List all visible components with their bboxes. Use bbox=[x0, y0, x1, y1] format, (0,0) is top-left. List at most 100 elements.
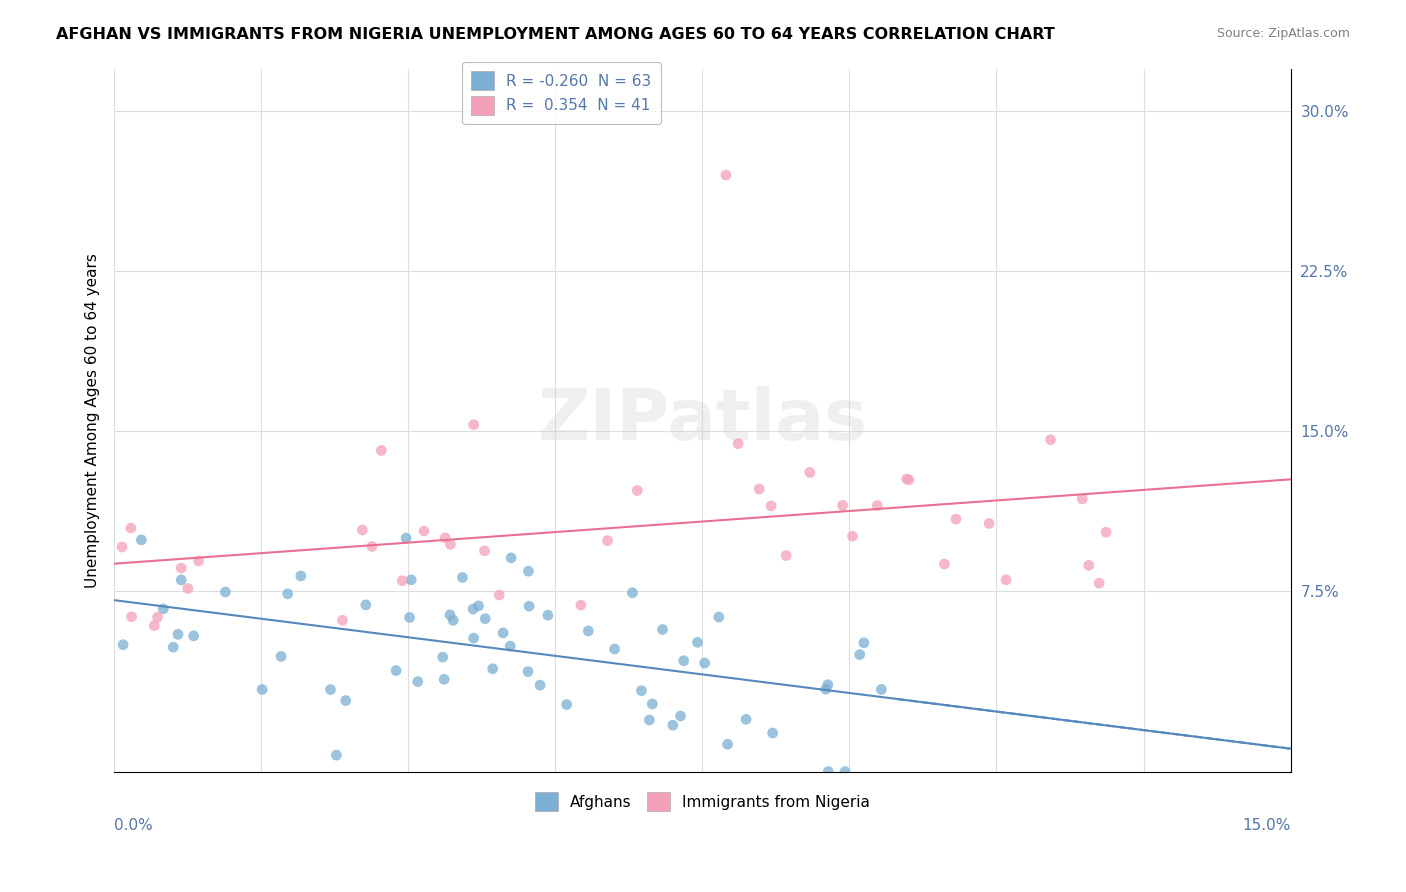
Point bbox=[413, 524, 436, 538]
Point bbox=[995, 573, 1018, 587]
Point bbox=[848, 648, 870, 662]
Point bbox=[603, 642, 626, 657]
Point bbox=[1039, 433, 1062, 447]
Point bbox=[361, 540, 384, 554]
Point bbox=[187, 554, 209, 568]
Point bbox=[488, 588, 510, 602]
Point bbox=[183, 629, 205, 643]
Point bbox=[461, 602, 484, 616]
Point bbox=[897, 473, 920, 487]
Point bbox=[529, 678, 551, 692]
Point bbox=[481, 662, 503, 676]
Point bbox=[146, 610, 169, 624]
Point bbox=[354, 598, 377, 612]
Point bbox=[945, 512, 967, 526]
Point bbox=[439, 607, 461, 622]
Point bbox=[517, 665, 540, 679]
Point bbox=[399, 573, 422, 587]
Point bbox=[167, 627, 190, 641]
Point bbox=[716, 737, 738, 751]
Point bbox=[870, 682, 893, 697]
Text: AFGHAN VS IMMIGRANTS FROM NIGERIA UNEMPLOYMENT AMONG AGES 60 TO 64 YEARS CORRELA: AFGHAN VS IMMIGRANTS FROM NIGERIA UNEMPL… bbox=[56, 27, 1054, 42]
Point bbox=[385, 664, 408, 678]
Point bbox=[250, 682, 273, 697]
Point bbox=[672, 654, 695, 668]
Point bbox=[630, 683, 652, 698]
Point bbox=[170, 573, 193, 587]
Text: Source: ZipAtlas.com: Source: ZipAtlas.com bbox=[1216, 27, 1350, 40]
Point bbox=[669, 709, 692, 723]
Point bbox=[626, 483, 648, 498]
Point bbox=[1077, 558, 1099, 573]
Point bbox=[121, 609, 143, 624]
Point bbox=[143, 618, 166, 632]
Point bbox=[162, 640, 184, 655]
Point bbox=[621, 586, 644, 600]
Point bbox=[112, 638, 135, 652]
Point bbox=[370, 443, 392, 458]
Point bbox=[866, 499, 889, 513]
Point bbox=[463, 417, 485, 432]
Point bbox=[817, 764, 839, 779]
Point bbox=[735, 712, 758, 726]
Y-axis label: Unemployment Among Ages 60 to 64 years: Unemployment Among Ages 60 to 64 years bbox=[86, 252, 100, 588]
Point bbox=[395, 531, 418, 545]
Point bbox=[1095, 525, 1118, 540]
Point bbox=[501, 550, 523, 565]
Point bbox=[332, 613, 354, 627]
Point bbox=[517, 564, 540, 578]
Point bbox=[759, 499, 782, 513]
Point bbox=[467, 599, 489, 613]
Point bbox=[555, 698, 578, 712]
Point bbox=[499, 639, 522, 653]
Point bbox=[727, 436, 749, 450]
Point bbox=[492, 626, 515, 640]
Point bbox=[517, 599, 540, 614]
Point bbox=[693, 656, 716, 670]
Point bbox=[799, 466, 821, 480]
Point bbox=[325, 747, 347, 762]
Point bbox=[441, 613, 464, 627]
Point bbox=[391, 574, 413, 588]
Point bbox=[831, 498, 853, 512]
Point bbox=[214, 585, 236, 599]
Point bbox=[569, 598, 592, 612]
Point bbox=[290, 569, 312, 583]
Point bbox=[651, 623, 673, 637]
Text: 15.0%: 15.0% bbox=[1243, 819, 1291, 833]
Point bbox=[319, 682, 342, 697]
Point bbox=[834, 764, 856, 779]
Point bbox=[1071, 491, 1094, 506]
Point bbox=[641, 697, 664, 711]
Legend: Afghans, Immigrants from Nigeria: Afghans, Immigrants from Nigeria bbox=[526, 783, 879, 821]
Point bbox=[474, 544, 496, 558]
Point bbox=[896, 472, 918, 486]
Point bbox=[434, 531, 457, 545]
Point bbox=[270, 649, 292, 664]
Point bbox=[775, 549, 797, 563]
Point bbox=[748, 482, 770, 496]
Point bbox=[152, 602, 174, 616]
Point bbox=[934, 557, 956, 571]
Point bbox=[852, 636, 875, 650]
Point bbox=[638, 713, 661, 727]
Point bbox=[120, 521, 142, 535]
Point bbox=[576, 624, 599, 638]
Point bbox=[131, 533, 153, 547]
Point bbox=[335, 693, 357, 707]
Point bbox=[979, 516, 1001, 531]
Point bbox=[662, 718, 685, 732]
Point bbox=[474, 612, 496, 626]
Point bbox=[714, 168, 737, 182]
Point bbox=[817, 678, 839, 692]
Point bbox=[451, 570, 474, 584]
Point bbox=[170, 561, 193, 575]
Point bbox=[433, 673, 456, 687]
Point bbox=[177, 582, 200, 596]
Point bbox=[1088, 576, 1111, 591]
Point bbox=[596, 533, 619, 548]
Point bbox=[463, 631, 485, 645]
Point bbox=[762, 726, 785, 740]
Text: 0.0%: 0.0% bbox=[114, 819, 153, 833]
Point bbox=[432, 650, 454, 665]
